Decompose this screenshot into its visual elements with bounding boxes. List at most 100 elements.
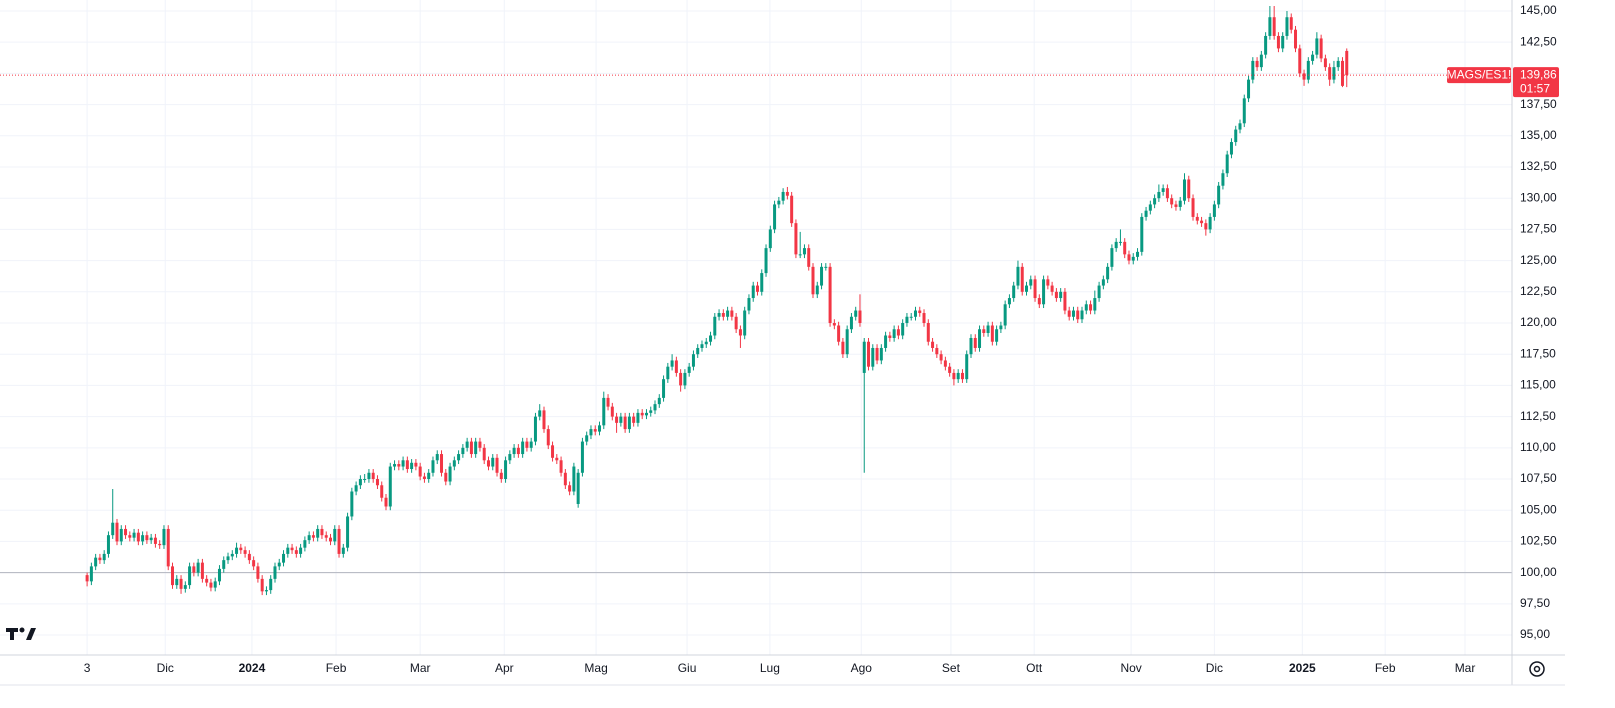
candle-body — [901, 323, 905, 336]
candle-body — [452, 460, 456, 467]
candle-body — [585, 435, 589, 442]
candle-body — [862, 341, 866, 373]
candle-body — [1037, 298, 1041, 305]
y-tick-label: 132,50 — [1520, 159, 1557, 173]
candle-body — [1003, 304, 1007, 326]
candle-body — [1114, 241, 1118, 249]
candle-body — [277, 562, 281, 567]
candle-body — [1294, 29, 1298, 49]
candle-body — [935, 347, 939, 355]
candle-body — [794, 223, 798, 255]
candle-body — [811, 266, 815, 295]
candle-body — [1195, 216, 1199, 221]
candle-body — [1281, 35, 1285, 49]
candle-body — [486, 460, 490, 467]
candle-body — [457, 454, 461, 461]
candle-body — [316, 528, 320, 538]
candle-body — [427, 472, 431, 480]
candle-body — [1127, 254, 1131, 261]
candle-body — [802, 248, 806, 255]
candle-body — [247, 553, 251, 561]
candle-body — [1153, 198, 1157, 205]
candle-body — [171, 566, 175, 586]
candle-body — [1217, 185, 1221, 205]
candle-body — [960, 372, 964, 380]
candle-body — [115, 522, 119, 542]
candle-body — [918, 310, 922, 314]
candle-body — [119, 528, 123, 542]
candle-body — [644, 412, 648, 416]
candle-body — [401, 460, 405, 467]
candle-body — [1016, 266, 1020, 286]
settings-button[interactable] — [1529, 661, 1545, 677]
candle-body — [679, 372, 683, 386]
candle-body — [798, 254, 802, 256]
candle-body — [1234, 129, 1238, 143]
candle-body — [687, 366, 691, 373]
candle-body — [653, 404, 657, 411]
candle-body — [260, 578, 264, 592]
candle-body — [188, 566, 192, 586]
y-tick-label: 110,00 — [1520, 440, 1556, 454]
candle-body — [1182, 179, 1186, 201]
candle-body — [931, 341, 935, 348]
candle-body — [683, 372, 687, 386]
candle-body — [845, 329, 849, 355]
countdown-label: 01:57 — [1520, 81, 1550, 95]
candle-body — [1259, 54, 1263, 68]
y-tick-label: 135,00 — [1520, 128, 1557, 142]
candle-body — [568, 485, 572, 492]
candle-body — [1076, 310, 1080, 320]
candle-body — [217, 568, 221, 582]
candle-body — [657, 397, 661, 405]
candle-body — [290, 547, 294, 551]
candle-body — [196, 562, 200, 573]
candle-body — [755, 285, 759, 292]
candle-body — [730, 310, 734, 317]
candles — [85, 5, 1349, 596]
candle-body — [999, 325, 1003, 330]
candle-body — [311, 535, 315, 538]
candle-body — [1212, 204, 1216, 217]
candle-body — [94, 557, 98, 567]
candle-body — [990, 325, 994, 342]
candle-body — [837, 325, 841, 342]
y-tick-label: 122,50 — [1520, 284, 1557, 298]
candle-body — [149, 537, 153, 541]
candle-body — [422, 476, 426, 480]
candle-body — [1332, 67, 1336, 80]
candle-body — [320, 528, 324, 536]
candle-body — [785, 191, 789, 196]
y-tick-label: 115,00 — [1520, 378, 1556, 392]
candle-body — [1118, 241, 1122, 243]
candle-body — [884, 335, 888, 348]
candle-body — [670, 360, 674, 367]
candle-body — [1012, 285, 1016, 299]
candle-body — [1319, 38, 1323, 59]
candle-body — [1225, 154, 1229, 174]
candle-body — [926, 323, 930, 342]
candle-body — [1101, 279, 1105, 286]
x-tick-label: Mar — [410, 661, 431, 675]
candle-body — [98, 557, 102, 561]
x-tick-label: Dic — [157, 661, 174, 675]
candle-body — [1050, 285, 1054, 292]
candle-body — [1106, 266, 1110, 280]
candle-body — [542, 410, 546, 430]
candle-body — [222, 560, 226, 569]
candle-body — [546, 429, 550, 446]
candle-body — [888, 335, 892, 338]
candle-body — [1054, 291, 1058, 299]
candle-body — [956, 372, 960, 380]
y-tick-label: 95,00 — [1520, 627, 1550, 641]
candle-body — [627, 416, 631, 430]
y-tick-label: 107,50 — [1520, 471, 1557, 485]
candle-body — [230, 553, 234, 557]
candle-body — [1247, 79, 1251, 99]
candle-body — [922, 313, 926, 324]
candle-body — [1289, 17, 1293, 30]
candle-body — [1298, 48, 1302, 74]
candle-body — [632, 416, 636, 423]
candle-body — [939, 354, 943, 361]
candle-body — [649, 410, 653, 413]
